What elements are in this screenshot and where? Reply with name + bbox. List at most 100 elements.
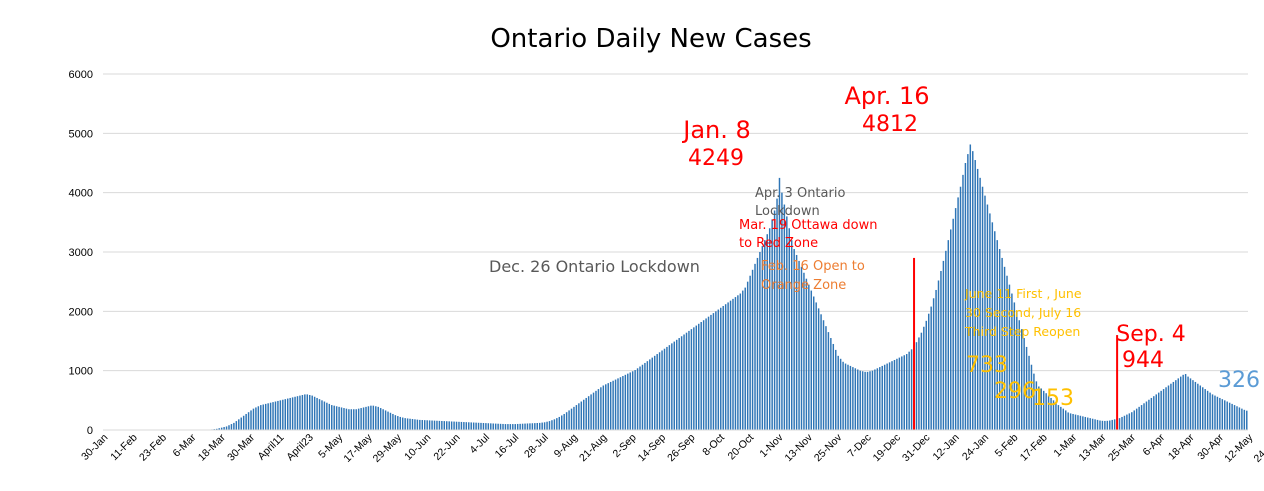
bar xyxy=(869,371,871,430)
bar xyxy=(220,427,223,430)
y-tick-label: 5000 xyxy=(69,128,93,140)
bar xyxy=(776,198,778,430)
bar xyxy=(715,311,717,430)
annotation-label: 296 xyxy=(994,379,1036,404)
bar xyxy=(989,213,991,430)
bar xyxy=(573,406,575,430)
bar xyxy=(832,343,835,430)
bar xyxy=(1006,275,1008,430)
bar xyxy=(962,174,964,430)
bar xyxy=(1082,416,1084,430)
bar xyxy=(551,420,553,430)
bar xyxy=(915,342,918,430)
bar xyxy=(252,408,255,430)
bar xyxy=(264,403,267,430)
bar xyxy=(401,417,404,430)
bar xyxy=(1175,380,1177,430)
x-tick-label: 24-May xyxy=(1251,431,1264,465)
bar xyxy=(1165,387,1167,430)
bar xyxy=(751,269,754,430)
y-tick-label: 0 xyxy=(87,425,93,437)
bar xyxy=(1106,420,1109,430)
x-tick-label: 30-Apr xyxy=(1195,431,1226,462)
x-tick-label: 6-Apr xyxy=(1141,431,1168,458)
bar xyxy=(901,356,903,430)
annotation-label: Mar. 19 Ottawa down xyxy=(739,218,877,233)
bar xyxy=(460,421,463,430)
x-tick-label: 14-Sep xyxy=(636,432,669,465)
bar xyxy=(247,412,250,430)
y-axis-ticks: 0 1000 2000 3000 4000 5000 6000 xyxy=(69,69,93,437)
bar xyxy=(362,407,365,430)
x-tick-label: 25-Nov xyxy=(812,431,845,464)
bar xyxy=(1123,415,1126,430)
bar xyxy=(277,400,279,430)
bar xyxy=(348,409,350,430)
bar xyxy=(927,313,930,430)
bar xyxy=(1033,373,1035,430)
bar xyxy=(1135,408,1138,430)
bar xyxy=(879,367,881,430)
x-tick-label: April23 xyxy=(284,432,316,464)
bar xyxy=(1199,385,1202,430)
bar xyxy=(646,361,649,430)
bar xyxy=(1233,405,1236,430)
bar xyxy=(712,313,715,430)
bar xyxy=(509,424,512,430)
bar xyxy=(284,399,287,430)
bar xyxy=(1001,257,1003,430)
bar xyxy=(392,413,394,430)
bar xyxy=(888,362,891,430)
y-tick-label: 1000 xyxy=(69,366,93,378)
bar xyxy=(634,370,636,430)
bar xyxy=(1089,418,1091,430)
x-tick-label: 12-Jan xyxy=(931,432,962,463)
bar xyxy=(399,416,401,430)
bar xyxy=(409,418,411,430)
bar xyxy=(641,364,644,430)
bar xyxy=(835,349,837,430)
bar xyxy=(1077,415,1079,430)
bar xyxy=(844,363,847,430)
bar xyxy=(1072,413,1074,430)
bar xyxy=(742,290,744,430)
bar xyxy=(815,302,817,430)
bar xyxy=(781,192,783,430)
annotation-label: 326 xyxy=(1218,368,1260,393)
bar xyxy=(1211,394,1214,430)
bar xyxy=(986,204,989,430)
bar xyxy=(1050,397,1052,430)
bar xyxy=(737,295,739,430)
bar xyxy=(1138,406,1140,430)
bar xyxy=(1143,403,1145,430)
bar xyxy=(468,422,470,430)
bar xyxy=(470,422,472,430)
bar xyxy=(1126,414,1128,430)
bar xyxy=(1030,364,1033,430)
bar xyxy=(817,308,820,430)
bar xyxy=(1162,389,1165,430)
bar xyxy=(357,408,360,430)
bar xyxy=(487,423,490,430)
bar xyxy=(764,240,766,430)
bar xyxy=(548,421,551,430)
bar xyxy=(1206,390,1209,430)
bar xyxy=(644,362,646,430)
bar xyxy=(1067,412,1069,430)
bar xyxy=(394,415,397,430)
bar xyxy=(309,394,311,430)
bar xyxy=(1133,410,1135,430)
bar xyxy=(1246,410,1248,430)
bar xyxy=(759,252,761,430)
bar xyxy=(450,421,453,430)
bar xyxy=(230,424,233,430)
bar xyxy=(507,424,509,430)
bar xyxy=(1091,418,1094,430)
bar xyxy=(695,325,698,430)
bar xyxy=(1055,402,1057,430)
bar xyxy=(1109,420,1111,430)
bar xyxy=(675,339,678,430)
bar xyxy=(898,357,901,430)
bar xyxy=(668,345,671,430)
